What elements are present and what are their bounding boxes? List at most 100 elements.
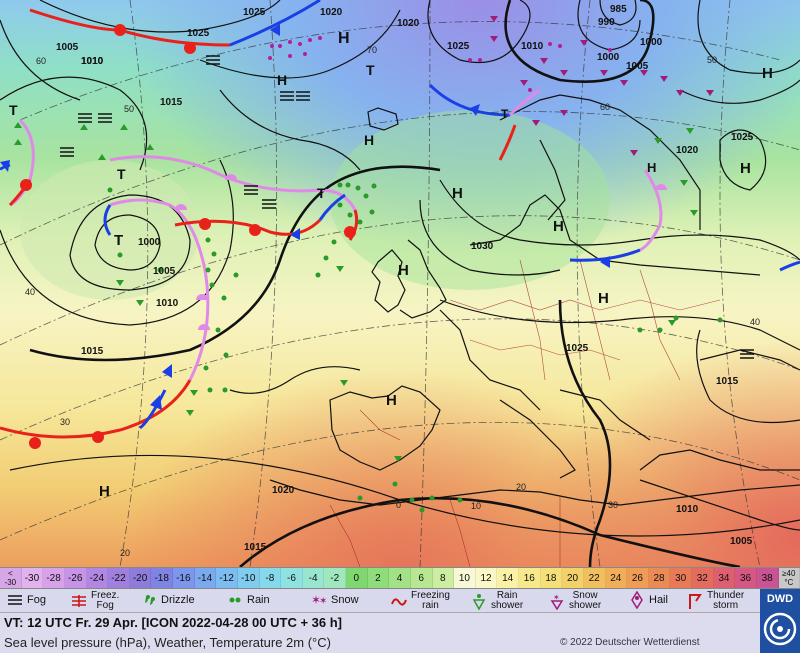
pressure-label: 1025 bbox=[187, 28, 210, 39]
temperature-scale-cell: -14 bbox=[194, 568, 217, 588]
latitude-longitude-labels: 60 50 40 30 20 70 50 40 30 20 10 0 60 bbox=[25, 45, 760, 558]
valid-time: VT: 12 UTC Fr. 29 Apr. [ICON 2022-04-28 … bbox=[4, 615, 342, 630]
temperature-scale-cell: -4 bbox=[302, 568, 325, 588]
center-label: H bbox=[338, 30, 350, 47]
pressure-label: 1010 bbox=[676, 504, 699, 515]
pressure-label: 1005 bbox=[626, 61, 649, 72]
dwd-logo-text: DWD bbox=[766, 593, 794, 605]
cold-front bbox=[229, 0, 321, 47]
occluded-front bbox=[109, 198, 210, 381]
warm-front bbox=[498, 124, 517, 161]
center-label: T bbox=[117, 166, 126, 182]
temperature-scale-cell: -22 bbox=[108, 568, 130, 588]
dwd-swirl-icon bbox=[763, 612, 797, 646]
temperature-scale-cell: 34 bbox=[713, 568, 736, 588]
cold-front bbox=[103, 204, 112, 236]
legend-item-hail: Hail bbox=[628, 591, 668, 609]
pressure-label: 1025 bbox=[731, 132, 754, 143]
temperature-scale-cell: 38 bbox=[756, 568, 779, 588]
temperature-scale-cell: -16 bbox=[173, 568, 195, 588]
scandinavia-cool-area bbox=[330, 110, 610, 290]
fog-icon bbox=[8, 595, 22, 605]
center-label: T bbox=[366, 62, 375, 78]
latlon-label: 10 bbox=[471, 501, 481, 511]
temperature-scale-cell: -24 bbox=[86, 568, 109, 588]
temperature-scale-cell: 14 bbox=[497, 568, 519, 588]
isobars bbox=[0, 0, 800, 567]
temperature-scale-cell: 30 bbox=[670, 568, 692, 588]
latlon-label: 70 bbox=[367, 45, 377, 55]
freezing-rain-icon bbox=[391, 598, 407, 606]
legend-item-thunderstorm: Thunder storm bbox=[686, 591, 744, 611]
center-label: H bbox=[364, 132, 374, 148]
cold-front bbox=[139, 389, 167, 430]
legend-item-drizzle: Drizzle bbox=[140, 591, 195, 609]
temperature-scale-cell: 0 bbox=[346, 568, 368, 588]
svg-text:✶: ✶ bbox=[553, 593, 560, 602]
center-label: H bbox=[762, 65, 773, 82]
legend-label: Fog bbox=[27, 593, 46, 606]
cold-front bbox=[318, 193, 346, 221]
pressure-label: 1000 bbox=[597, 52, 620, 63]
occluded-front bbox=[639, 169, 663, 252]
pressure-label: 1000 bbox=[640, 37, 663, 48]
center-label: T bbox=[114, 232, 123, 249]
pressure-label: 1020 bbox=[272, 485, 295, 496]
pressure-label: 985 bbox=[610, 4, 627, 15]
temperature-scale-cell: 26 bbox=[627, 568, 649, 588]
pressure-label: 1010 bbox=[521, 41, 544, 52]
temperature-scale-cell: -8 bbox=[259, 568, 282, 588]
graticule bbox=[0, 0, 800, 567]
temperature-scale-cell: 8 bbox=[432, 568, 455, 588]
rain-icon bbox=[229, 597, 241, 603]
latlon-label: 30 bbox=[608, 500, 618, 510]
temperature-scale-cell: 18 bbox=[540, 568, 563, 588]
temperature-scale-cell: -28 bbox=[43, 568, 65, 588]
pressure-label: 1015 bbox=[716, 376, 739, 387]
temperature-scale-cell: 10 bbox=[454, 568, 476, 588]
latlon-label: 60 bbox=[600, 102, 610, 112]
center-label: H bbox=[740, 160, 751, 177]
pressure-label: 1000 bbox=[138, 237, 161, 248]
pressure-label: 1020 bbox=[320, 7, 343, 18]
legend-label: Freez. Fog bbox=[91, 590, 120, 611]
svg-text:✶: ✶ bbox=[311, 593, 321, 607]
temperature-scale-cell: 22 bbox=[583, 568, 606, 588]
hail-icon bbox=[631, 591, 643, 609]
cold-front bbox=[779, 260, 800, 272]
temperature-scale-cell: -18 bbox=[151, 568, 173, 588]
latlon-label: 50 bbox=[707, 55, 717, 65]
temperature-scale-cell: 6 bbox=[410, 568, 433, 588]
footer: VT: 12 UTC Fr. 29 Apr. [ICON 2022-04-28 … bbox=[0, 613, 760, 653]
freezing-fog-icon bbox=[72, 595, 86, 607]
temperature-scale-cell: 4 bbox=[389, 568, 411, 588]
weather-symbols bbox=[14, 16, 754, 513]
legend-item-rain-shower: Rain shower bbox=[470, 591, 523, 611]
rain-shower-icon bbox=[472, 594, 486, 610]
pressure-label: 1010 bbox=[81, 56, 104, 67]
temperature-scale-cell: -10 bbox=[237, 568, 260, 588]
thunderstorm-icon bbox=[689, 594, 702, 609]
pressure-label: 1015 bbox=[160, 97, 183, 108]
temperature-scale-cell: -12 bbox=[216, 568, 238, 588]
pressure-label: 1025 bbox=[243, 7, 266, 18]
drizzle-icon bbox=[145, 595, 155, 605]
temperature-scale-cell: 12 bbox=[475, 568, 498, 588]
legend-label: Freezing rain bbox=[411, 590, 450, 611]
legend-label: Thunder storm bbox=[707, 590, 745, 611]
fog-marks bbox=[60, 55, 754, 359]
center-label: H bbox=[647, 160, 656, 175]
temperature-scale-cell: 20 bbox=[562, 568, 584, 588]
warm-front bbox=[0, 379, 192, 439]
pressure-label: 1025 bbox=[447, 41, 470, 52]
legend-label: Hail bbox=[649, 593, 668, 606]
pressure-label: 1020 bbox=[397, 18, 420, 29]
pressure-label: 1015 bbox=[244, 542, 267, 553]
front-symbols bbox=[0, 24, 667, 449]
legend-item-snow: ✶ ✶ Snow bbox=[310, 591, 359, 609]
center-label: H bbox=[99, 483, 110, 500]
temperature-scale-cell: 32 bbox=[692, 568, 714, 588]
center-label: T bbox=[501, 107, 509, 121]
temperature-scale-cell: < -30 bbox=[0, 568, 22, 588]
coastlines bbox=[269, 94, 800, 506]
